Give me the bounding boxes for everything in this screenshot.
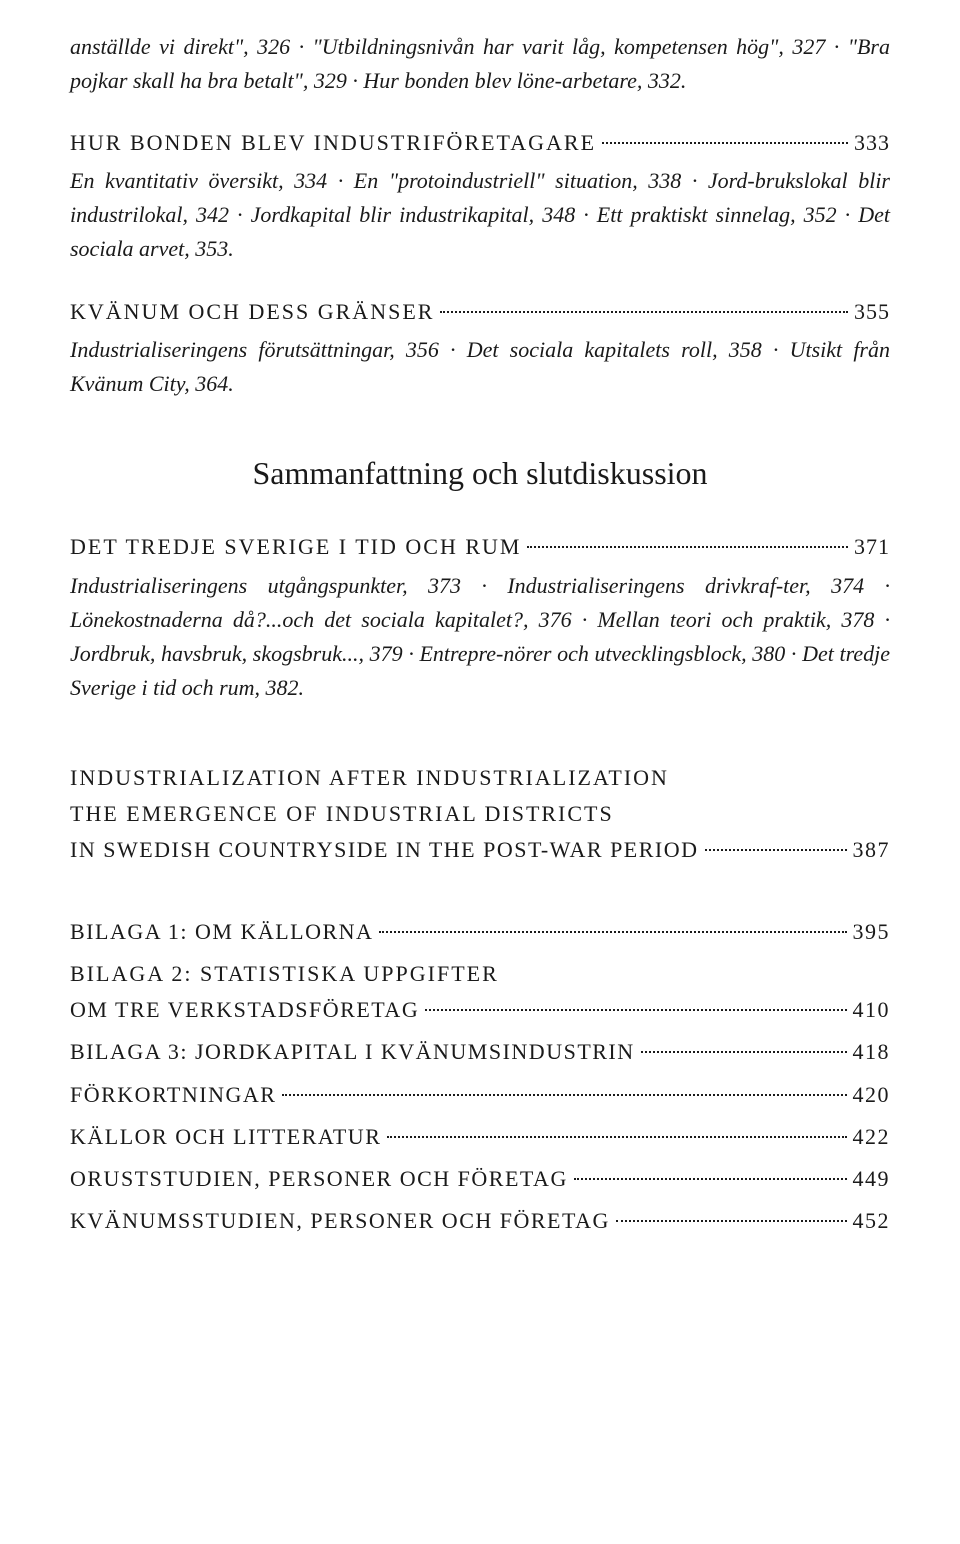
entry-text: FÖRKORTNINGAR [70, 1078, 276, 1112]
heading-text: DET TREDJE SVERIGE I TID OCH RUM [70, 530, 521, 564]
heading-det-tredje: DET TREDJE SVERIGE I TID OCH RUM 371 [70, 530, 890, 564]
entry-forkortningar: FÖRKORTNINGAR 420 [70, 1078, 890, 1112]
entry-text: KVÄNUMSSTUDIEN, PERSONER OCH FÖRETAG [70, 1204, 610, 1238]
main-title: Sammanfattning och slutdiskussion [70, 449, 890, 499]
entry-kallor: KÄLLOR OCH LITTERATUR 422 [70, 1120, 890, 1154]
heading-hur-bonden: HUR BONDEN BLEV INDUSTRIFÖRETAGARE 333 [70, 126, 890, 160]
page-number: 420 [853, 1078, 891, 1112]
page-number: 333 [854, 126, 890, 160]
entry-text: BILAGA 1: OM KÄLLORNA [70, 915, 373, 949]
entry-bilaga-1: BILAGA 1: OM KÄLLORNA 395 [70, 915, 890, 949]
page-number: 422 [853, 1120, 891, 1154]
page-number: 371 [854, 530, 890, 564]
heading-text: HUR BONDEN BLEV INDUSTRIFÖRETAGARE [70, 126, 596, 160]
entry-text: OM TRE VERKSTADSFÖRETAG [70, 993, 419, 1027]
entry-kvanumsstudien: KVÄNUMSSTUDIEN, PERSONER OCH FÖRETAG 452 [70, 1204, 890, 1238]
leader-dots [282, 1094, 846, 1096]
leader-dots [379, 931, 846, 933]
entry-bilaga-2-line-2: OM TRE VERKSTADSFÖRETAG 410 [70, 993, 890, 1027]
leader-dots [705, 849, 847, 851]
page-number: 452 [853, 1204, 891, 1238]
paragraph-4: Industrialiseringens utgångspunkter, 373… [70, 569, 890, 705]
entry-text: ORUSTSTUDIEN, PERSONER OCH FÖRETAG [70, 1162, 568, 1196]
heading-text: KVÄNUM OCH DESS GRÄNSER [70, 295, 434, 329]
leader-dots [602, 142, 848, 144]
leader-dots [616, 1220, 847, 1222]
page-number: 355 [854, 295, 890, 329]
leader-dots [387, 1136, 846, 1138]
leader-dots [574, 1178, 847, 1180]
leader-dots [527, 546, 848, 548]
entry-text: KÄLLOR OCH LITTERATUR [70, 1120, 381, 1154]
page-number: 387 [853, 833, 891, 867]
leader-dots [425, 1009, 846, 1011]
paragraph-3: Industrialiseringens förutsättningar, 35… [70, 333, 890, 401]
leader-dots [440, 311, 848, 313]
heading-swedish-countryside: IN SWEDISH COUNTRYSIDE IN THE POST-WAR P… [70, 833, 890, 867]
entry-bilaga-3: BILAGA 3: JORDKAPITAL I KVÄNUMSINDUSTRIN… [70, 1035, 890, 1069]
paragraph-1: anställde vi direkt", 326 · "Utbildnings… [70, 30, 890, 98]
page-number: 418 [853, 1035, 891, 1069]
leader-dots [641, 1051, 847, 1053]
english-title-line-1: INDUSTRIALIZATION AFTER INDUSTRIALIZATIO… [70, 761, 890, 795]
paragraph-2: En kvantitativ översikt, 334 · En "proto… [70, 164, 890, 266]
english-title-line-2: THE EMERGENCE OF INDUSTRIAL DISTRICTS [70, 797, 890, 831]
page-number: 410 [853, 993, 891, 1027]
heading-text: IN SWEDISH COUNTRYSIDE IN THE POST-WAR P… [70, 833, 699, 867]
page-number: 395 [853, 915, 891, 949]
entry-oruststudien: ORUSTSTUDIEN, PERSONER OCH FÖRETAG 449 [70, 1162, 890, 1196]
entry-bilaga-2-line-1: BILAGA 2: STATISTISKA UPPGIFTER [70, 957, 890, 991]
entry-text: BILAGA 3: JORDKAPITAL I KVÄNUMSINDUSTRIN [70, 1035, 635, 1069]
page-number: 449 [853, 1162, 891, 1196]
heading-kvanum: KVÄNUM OCH DESS GRÄNSER 355 [70, 295, 890, 329]
